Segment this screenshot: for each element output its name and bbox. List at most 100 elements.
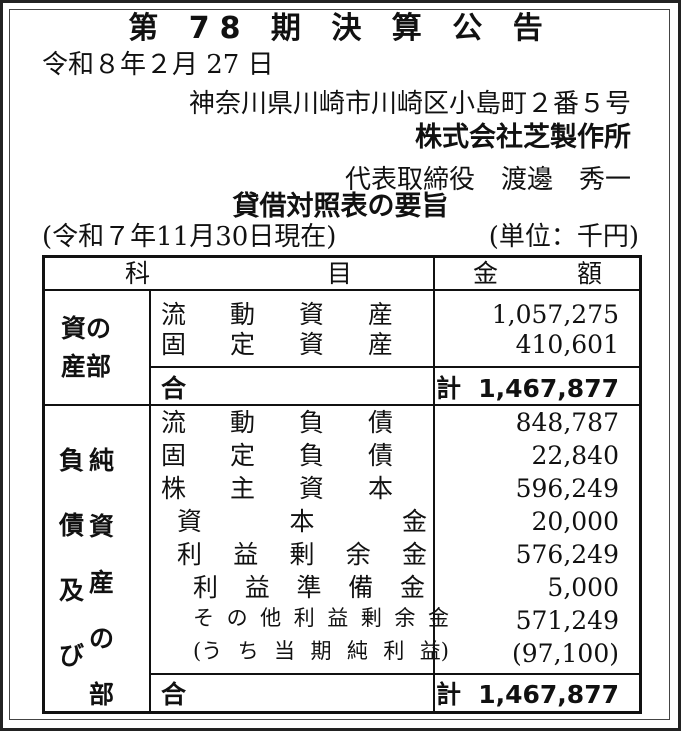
net-assets-section-char: 純 xyxy=(89,446,115,475)
balance-sheet-table: 科 目 金 額 資の 産部 流動資産 1,057,275 固定資産 410,601 合計… xyxy=(42,255,642,714)
label-char: そ xyxy=(193,606,214,630)
label-char: 合 xyxy=(161,680,187,709)
net-assets-section-char: 資 xyxy=(89,512,115,541)
row-amount: 410,601 xyxy=(515,330,619,359)
label-char: 固 xyxy=(161,441,187,470)
row-amount: 576,249 xyxy=(515,540,619,569)
label-char: 利 xyxy=(383,639,405,663)
row-amount: (97,100) xyxy=(512,639,619,668)
label-char: 資 xyxy=(298,300,324,329)
label-char: 動 xyxy=(229,408,255,437)
label-char: 計 xyxy=(435,374,461,403)
header-subject-left: 科 xyxy=(125,259,151,288)
label-char: 利 xyxy=(177,540,203,569)
liabilities-section-char: 及 xyxy=(59,576,85,605)
label-char: 債 xyxy=(367,441,393,470)
inner-border xyxy=(9,9,670,720)
label-char: 本 xyxy=(367,474,393,503)
label-char: の xyxy=(226,606,248,630)
header-subject-right: 目 xyxy=(327,259,353,288)
row-amount: 22,840 xyxy=(531,441,619,470)
row-label: 利益準備金 xyxy=(193,575,425,600)
liabilities-section-char: び xyxy=(59,641,85,670)
divider xyxy=(149,673,639,675)
label-char: 資 xyxy=(177,507,203,536)
notice-title: 第 78 期 決 算 公 告 xyxy=(128,11,553,46)
row-label: 合計 xyxy=(161,376,461,401)
net-assets-section-char: 部 xyxy=(89,680,115,709)
label-char: 余 xyxy=(394,606,416,630)
row-label: 株主資本 xyxy=(161,476,393,501)
label-char: 流 xyxy=(161,408,187,437)
label-char: 産 xyxy=(367,300,393,329)
assets-section-label-1: 資の xyxy=(61,314,112,343)
notice-date: 令和８年２月 27 日 xyxy=(42,50,274,80)
company-address: 神奈川県川崎市川崎区小島町２番５号 xyxy=(188,89,631,119)
label-char: 剰 xyxy=(360,606,382,630)
label-char: 益 xyxy=(233,540,259,569)
label-char: 益 xyxy=(244,573,270,602)
divider xyxy=(433,258,435,711)
label-char: 合 xyxy=(161,374,187,403)
row-amount: 571,249 xyxy=(515,606,619,635)
label-char: 主 xyxy=(229,474,255,503)
label-char: 期 xyxy=(310,639,332,663)
row-amount: 848,787 xyxy=(515,408,619,437)
liabilities-section-char: 負 xyxy=(59,446,85,475)
label-char: 利 xyxy=(293,606,315,630)
row-label: 固定資産 xyxy=(161,332,393,357)
row-amount: 596,249 xyxy=(515,474,619,503)
label-char: 固 xyxy=(161,330,187,359)
label-char: ち xyxy=(237,639,259,663)
label-char: 計 xyxy=(435,680,461,709)
label-char: 負 xyxy=(298,441,324,470)
row-amount: 20,000 xyxy=(531,507,619,536)
header-amount-left: 金 xyxy=(473,259,499,288)
row-label: その他利益剰余金 xyxy=(193,608,449,629)
company-name: 株式会社芝製作所 xyxy=(415,122,631,153)
net-assets-section-char: の xyxy=(89,624,115,653)
representative: 代表取締役 渡邊 秀一 xyxy=(344,165,631,195)
row-amount: 5,000 xyxy=(547,573,619,602)
label-char: 剰 xyxy=(289,540,315,569)
label-char: 資 xyxy=(298,330,324,359)
row-label: 流動資産 xyxy=(161,302,393,327)
row-amount: 1,057,275 xyxy=(491,300,619,329)
label-char: 負 xyxy=(298,408,324,437)
label-char: 動 xyxy=(229,300,255,329)
label-char: 備 xyxy=(348,573,374,602)
label-char: 余 xyxy=(345,540,371,569)
label-char: 流 xyxy=(161,300,187,329)
as-of-date: (令和７年11月30日現在) xyxy=(42,222,337,252)
row-label: (うち当期純利益) xyxy=(193,641,449,662)
label-char: 金 xyxy=(401,507,427,536)
label-char: 当 xyxy=(274,639,296,663)
label-char: 利 xyxy=(193,573,219,602)
label-char: (う xyxy=(193,639,223,663)
statement-title: 貸借対照表の要旨 xyxy=(232,191,449,222)
row-label: 利益剰余金 xyxy=(177,542,427,567)
label-char: 他 xyxy=(260,606,282,630)
divider xyxy=(149,366,639,368)
label-char: 益) xyxy=(419,639,449,663)
label-char: 金 xyxy=(399,573,425,602)
label-char: 資 xyxy=(298,474,324,503)
label-char: 本 xyxy=(289,507,315,536)
unit-label: (単位：千円) xyxy=(488,222,639,252)
row-label: 合計 xyxy=(161,682,461,707)
divider xyxy=(149,291,151,711)
row-label: 資本金 xyxy=(177,509,427,534)
divider xyxy=(45,289,639,291)
label-char: 準 xyxy=(296,573,322,602)
row-amount: 1,467,877 xyxy=(478,680,619,709)
label-char: 定 xyxy=(229,330,255,359)
header-amount-right: 額 xyxy=(577,259,603,288)
liabilities-section-char: 債 xyxy=(59,511,85,540)
label-char: 金 xyxy=(427,606,449,630)
label-char: 金 xyxy=(401,540,427,569)
row-label: 固定負債 xyxy=(161,443,393,468)
row-label: 流動負債 xyxy=(161,410,393,435)
net-assets-section-char: 産 xyxy=(89,568,115,597)
label-char: 定 xyxy=(229,441,255,470)
